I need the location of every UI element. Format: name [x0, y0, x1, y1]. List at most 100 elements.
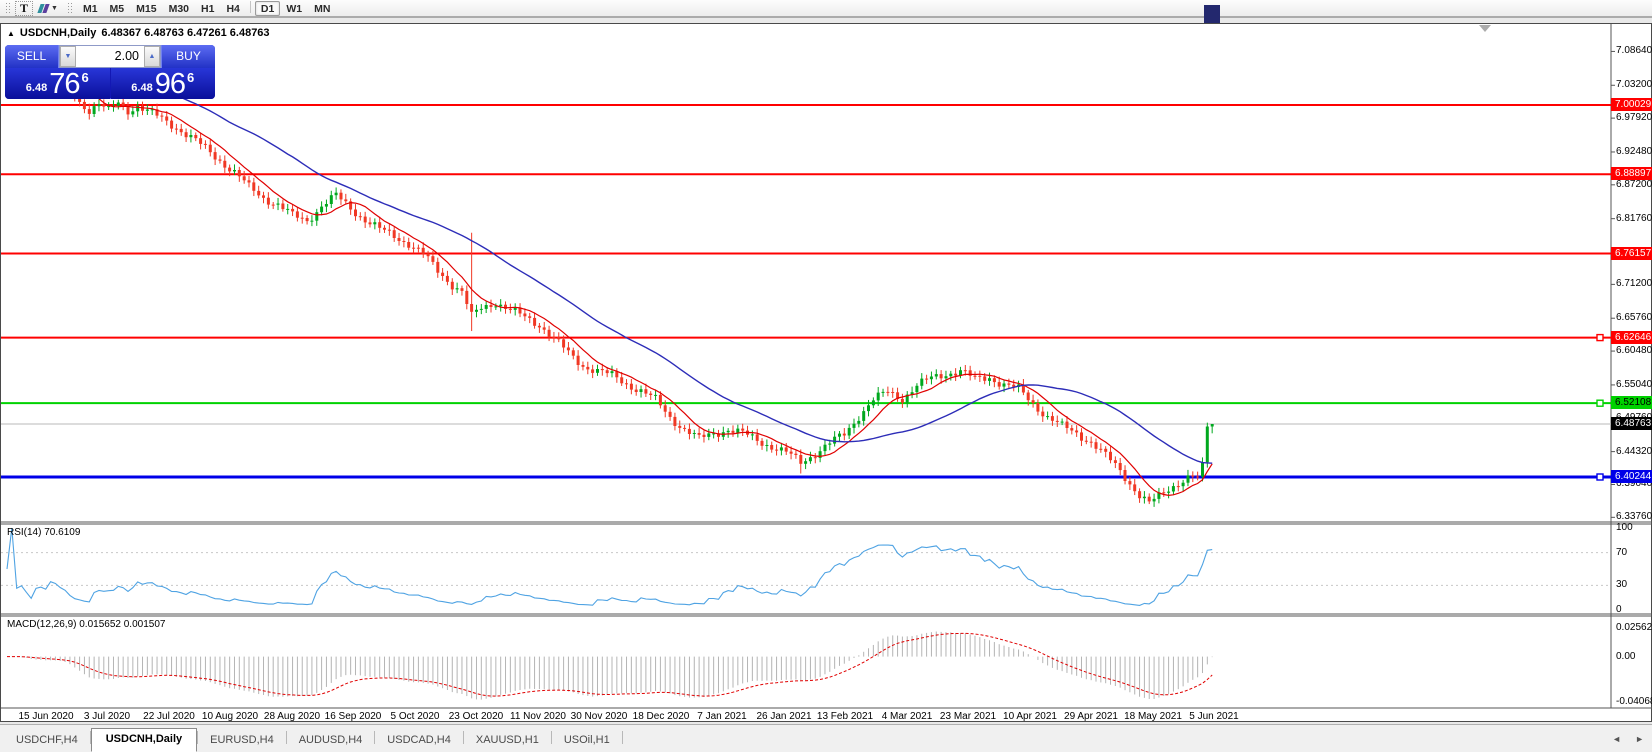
time-axis-label: 22 Jul 2020: [143, 711, 195, 722]
price-axis-tick: 6.97920: [1616, 112, 1652, 123]
time-axis-label: 28 Aug 2020: [263, 711, 321, 722]
timeframe-button-H4[interactable]: H4: [226, 2, 240, 15]
chart-tab-AUDUSD-H4[interactable]: AUDUSD,H4: [298, 734, 363, 746]
toolbar-separator: [249, 0, 251, 13]
chart-title: ▲ USDCNH,Daily 6.48367 6.48763 6.47261 6…: [7, 27, 270, 39]
time-axis-label: 7 Jan 2021: [697, 711, 747, 722]
time-axis-label: 23 Mar 2021: [939, 711, 997, 722]
price-axis-tick: 6.33760: [1616, 511, 1652, 522]
rsi-indicator-label: RSI(14) 70.6109: [7, 527, 81, 538]
tab-separator: [621, 731, 623, 744]
time-axis-label: 10 Aug 2020: [201, 711, 259, 722]
chart-shift-marker[interactable]: [1479, 25, 1491, 32]
horizontal-line-price-label: 7.00029: [1611, 98, 1652, 111]
tab-scroll-right-icon[interactable]: ►: [1635, 734, 1644, 744]
price-axis-tick: 6.65760: [1616, 312, 1652, 323]
chart-tab-EURUSD-H4[interactable]: EURUSD,H4: [210, 734, 274, 746]
timeframe-button-M15[interactable]: M15: [136, 2, 157, 15]
buy-price-prefix: 6.48: [131, 82, 153, 94]
price-axis-tick: 6.81760: [1616, 213, 1652, 224]
tab-scroll-left-icon[interactable]: ◄: [1612, 734, 1622, 744]
buy-price-display[interactable]: 6.48 96 6: [110, 68, 215, 100]
chart-window: ▲ USDCNH,Daily 6.48367 6.48763 6.47261 6…: [0, 23, 1652, 722]
chart-tab-XAUUSD-H1[interactable]: XAUUSD,H1: [475, 734, 539, 746]
timeframe-button-D1[interactable]: D1: [254, 0, 281, 16]
macd-indicator-label: MACD(12,26,9) 0.015652 0.001507: [7, 619, 166, 630]
chart-tab-USOil-H1[interactable]: USOil,H1: [563, 734, 610, 746]
chevron-down-icon: ▼: [51, 4, 58, 12]
timeframe-button-H1[interactable]: H1: [201, 2, 215, 15]
price-axis-tick: 6.60480: [1616, 345, 1652, 356]
volume-input[interactable]: 2.00: [114, 49, 139, 63]
horizontal-line-price-label: 6.40244: [1611, 470, 1652, 483]
window-artifact: [1204, 5, 1220, 23]
toolbar-drag-handle[interactable]: [5, 2, 10, 14]
price-axis-tick: 6.71200: [1616, 278, 1652, 289]
volume-decrease-button[interactable]: ▼: [60, 46, 76, 67]
chart-tab-bar: USDCHF,H4 USDCNH,Daily EURUSD,H4 AUDUSD,H4 U…: [0, 724, 1652, 752]
buy-price-pips: 96: [154, 68, 186, 100]
time-axis-label: 11 Nov 2020: [510, 711, 566, 722]
rsi-axis-tick: 30: [1616, 579, 1628, 590]
volume-increase-button[interactable]: ▲: [144, 46, 160, 67]
buy-button[interactable]: BUY: [161, 45, 215, 68]
time-axis-label: 13 Feb 2021: [816, 711, 874, 722]
horizontal-line-price-label: 6.52108: [1611, 396, 1652, 409]
timeframe-button-W1[interactable]: W1: [286, 2, 303, 15]
buy-price-point: 6: [186, 70, 195, 85]
sell-price-pips: 76: [49, 68, 80, 100]
price-axis-tick: 7.03200: [1616, 79, 1652, 90]
rsi-axis-tick: 0: [1616, 604, 1622, 615]
price-axis-tick: 6.44320: [1616, 446, 1652, 457]
time-axis-label: 10 Apr 2021: [1003, 711, 1057, 722]
chart-ohlc-values: 6.48367 6.48763 6.47261 6.48763: [101, 27, 270, 39]
arrow-styles-dropdown[interactable]: ▼: [35, 3, 62, 13]
chart-tab-USDCHF-H4[interactable]: USDCHF,H4: [16, 734, 78, 746]
time-axis-label: 4 Mar 2021: [881, 711, 933, 722]
tab-separator: [374, 731, 376, 744]
collapse-panel-icon[interactable]: ▲: [7, 28, 15, 38]
time-axis-label: 23 Oct 2020: [448, 711, 504, 722]
price-axis-tick: 6.39040: [1616, 478, 1652, 489]
macd-axis-tick: 0.00: [1616, 651, 1636, 662]
horizontal-line-price-label: 6.62646: [1611, 331, 1652, 344]
chart-tab-USDCNH-Daily[interactable]: USDCNH,Daily: [90, 728, 198, 752]
timeframe-button-MN[interactable]: MN: [314, 2, 331, 15]
timeframe-button-M5[interactable]: M5: [109, 2, 125, 15]
timeframe-toolbar: M1 M5 M15 M30 H1 H4 D1 W1 MN: [77, 0, 336, 16]
time-axis-label: 3 Jul 2020: [83, 711, 131, 722]
price-axis-tick: 6.92480: [1616, 146, 1652, 157]
sell-price-point: 6: [81, 70, 89, 85]
sell-price-prefix: 6.48: [25, 82, 48, 94]
macd-axis-tick: -0.040687: [1616, 696, 1652, 707]
toolbar-drag-handle[interactable]: [66, 2, 72, 14]
price-axis-tick: 7.08640: [1616, 45, 1652, 56]
price-axis-tick: 6.87200: [1616, 179, 1652, 190]
one-click-trading-panel: SELL ▼ 2.00 ▲ BUY 6.48 76 6 6.48 96 6: [5, 45, 215, 99]
tab-separator: [197, 731, 199, 744]
chart-canvas[interactable]: [1, 24, 1652, 723]
timeframe-button-M1[interactable]: M1: [82, 2, 98, 15]
sell-button[interactable]: SELL: [5, 45, 59, 68]
sell-price-display[interactable]: 6.48 76 6: [5, 68, 110, 99]
tab-separator: [285, 731, 287, 744]
time-axis-label: 29 Apr 2021: [1064, 711, 1118, 722]
time-axis-label: 30 Nov 2020: [570, 711, 628, 722]
macd-axis-tick: 0.025623: [1616, 622, 1652, 633]
time-axis-label: 26 Jan 2021: [756, 711, 812, 722]
tab-separator: [550, 731, 552, 744]
rsi-axis-tick: 100: [1616, 522, 1633, 533]
top-toolbar: T ▼ M1 M5 M15 M30 H1 H4 D1 W1 MN: [0, 0, 1652, 18]
current-price-label: 6.48763: [1611, 417, 1652, 430]
volume-spinner: ▼ 2.00 ▲: [59, 45, 161, 68]
chart-tab-USDCAD-H4[interactable]: USDCAD,H4: [387, 734, 451, 746]
time-axis-label: 5 Jun 2021: [1189, 711, 1239, 722]
time-axis-label: 18 May 2021: [1124, 711, 1182, 722]
text-tool-button[interactable]: T: [15, 0, 34, 16]
time-axis-label: 16 Sep 2020: [324, 711, 382, 722]
timeframe-button-M30[interactable]: M30: [168, 2, 190, 15]
price-axis-tick: 6.55040: [1616, 379, 1652, 390]
tab-separator: [462, 731, 464, 744]
tab-scroll-controls: ◄ ►: [1612, 734, 1644, 744]
